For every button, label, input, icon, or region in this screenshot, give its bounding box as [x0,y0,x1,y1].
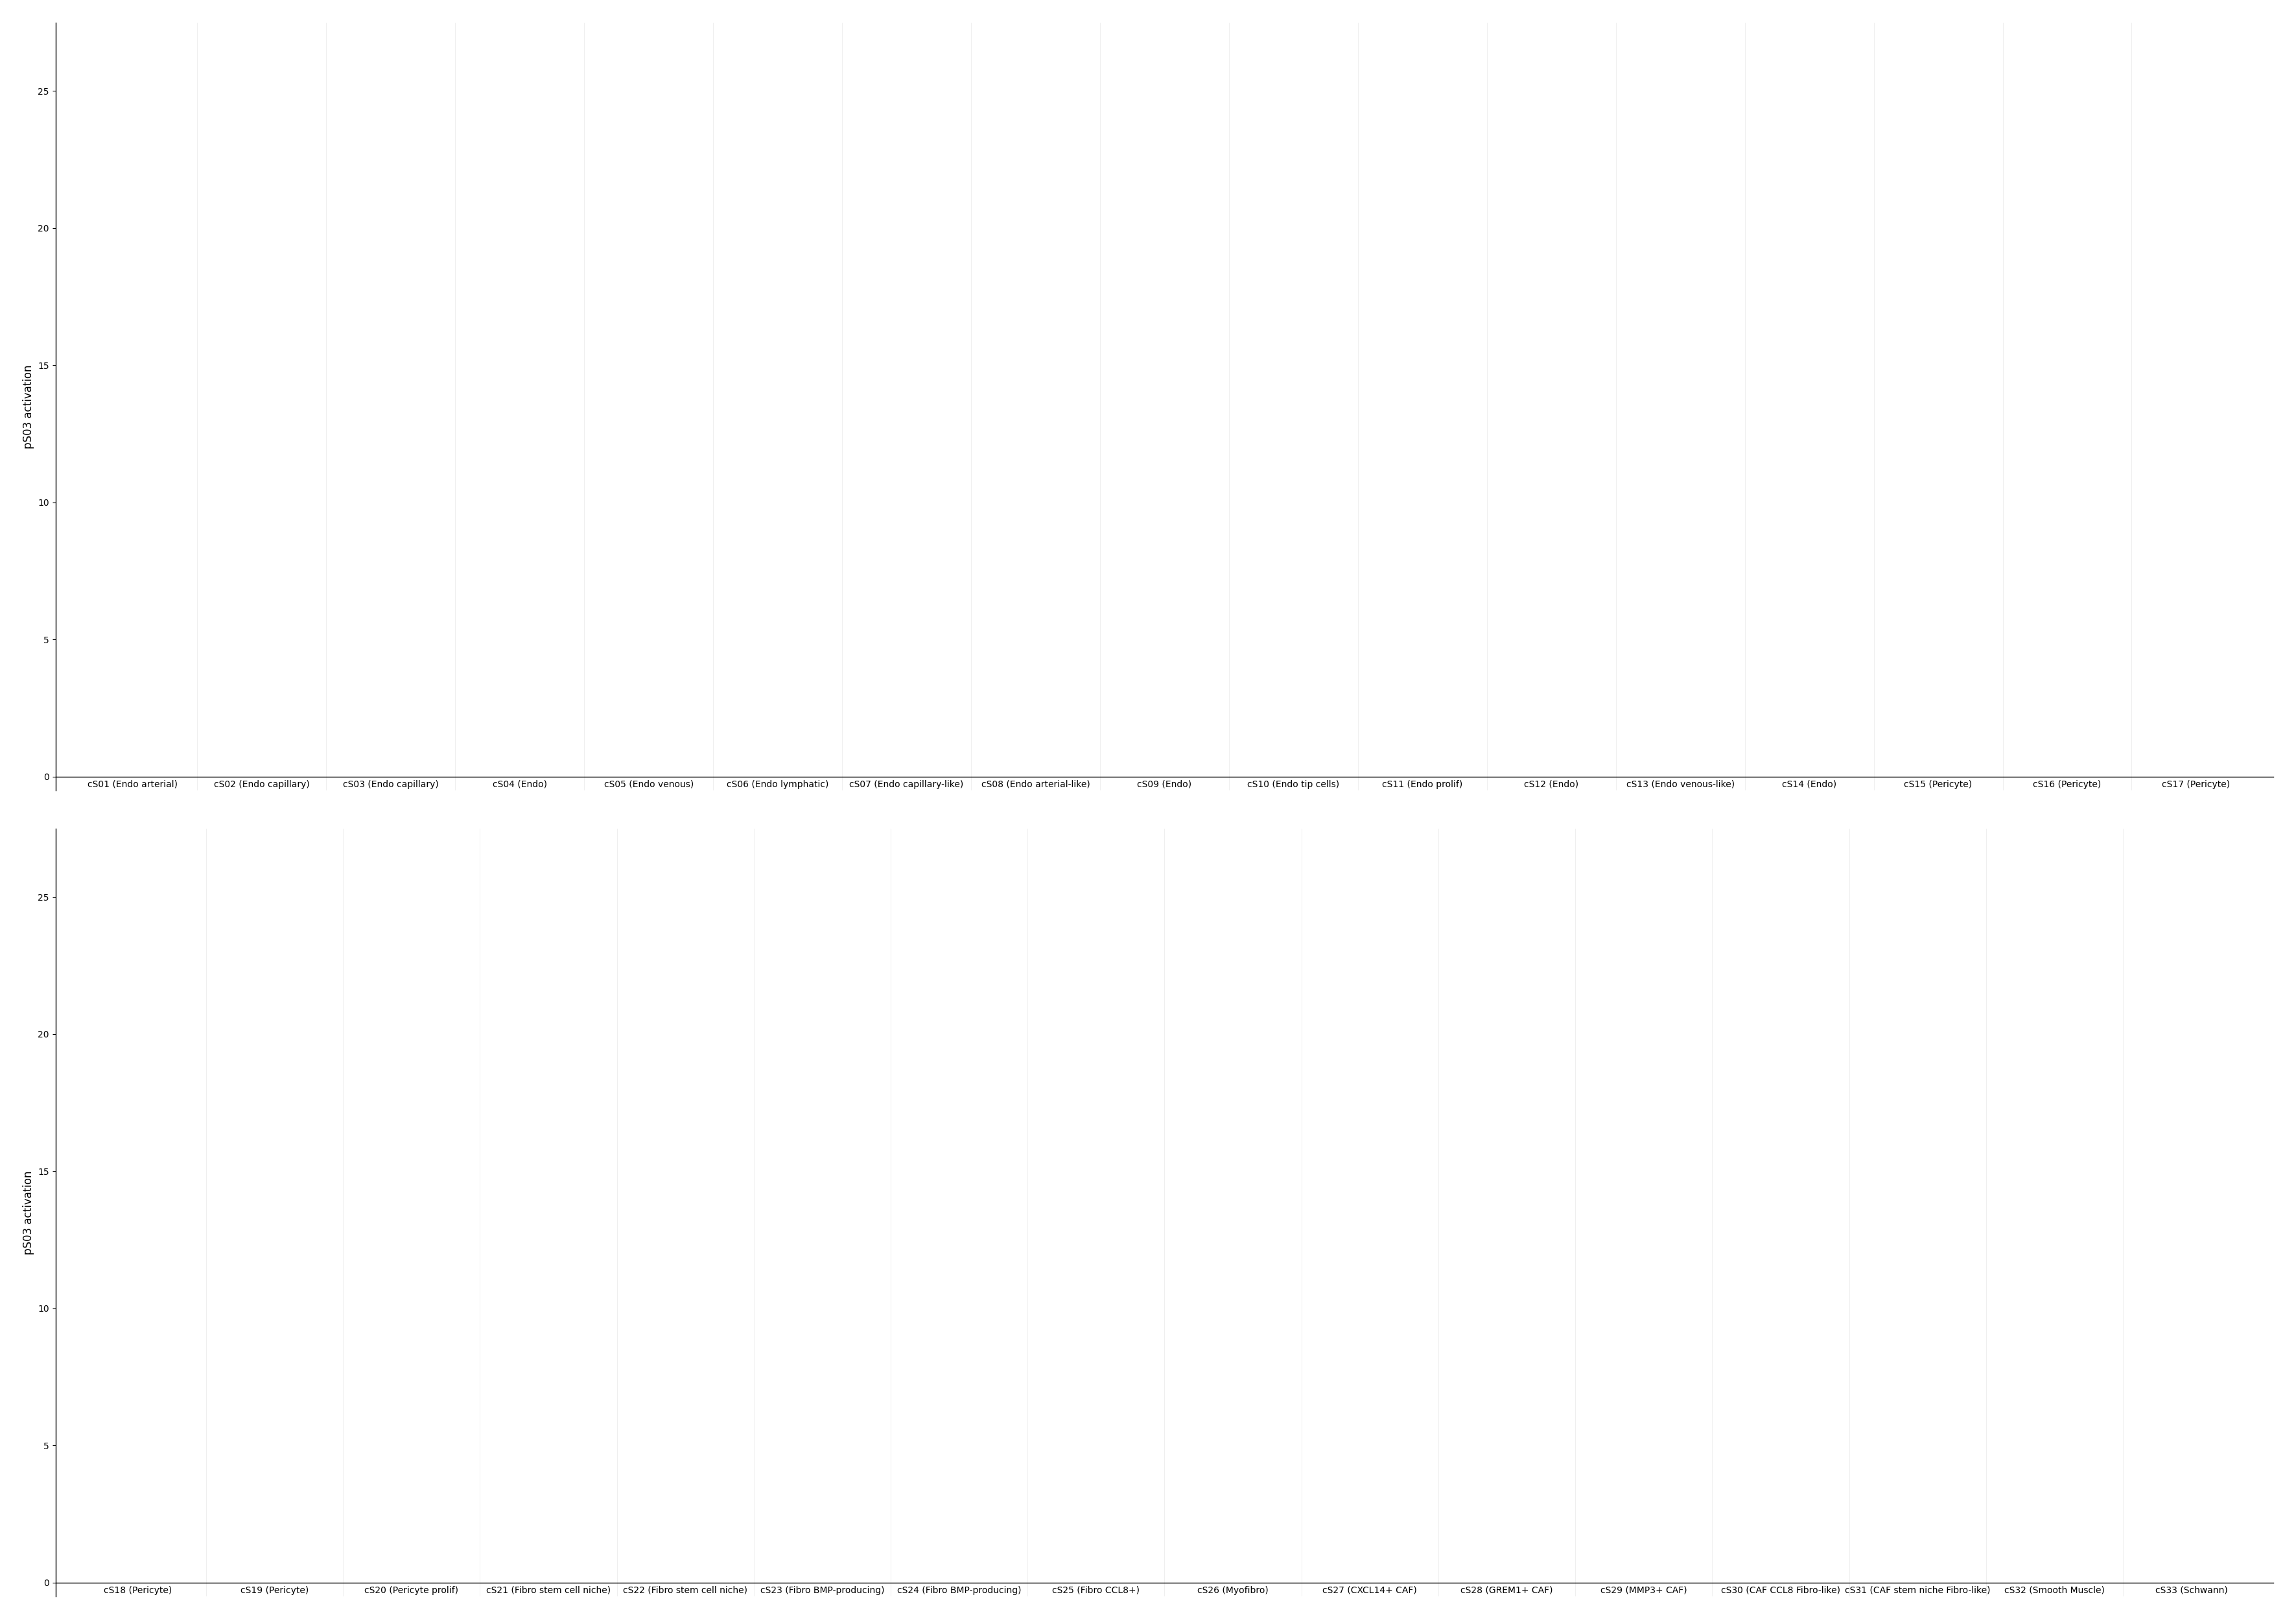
Y-axis label: pS03 activation: pS03 activation [23,1170,34,1255]
Y-axis label: pS03 activation: pS03 activation [23,365,34,449]
